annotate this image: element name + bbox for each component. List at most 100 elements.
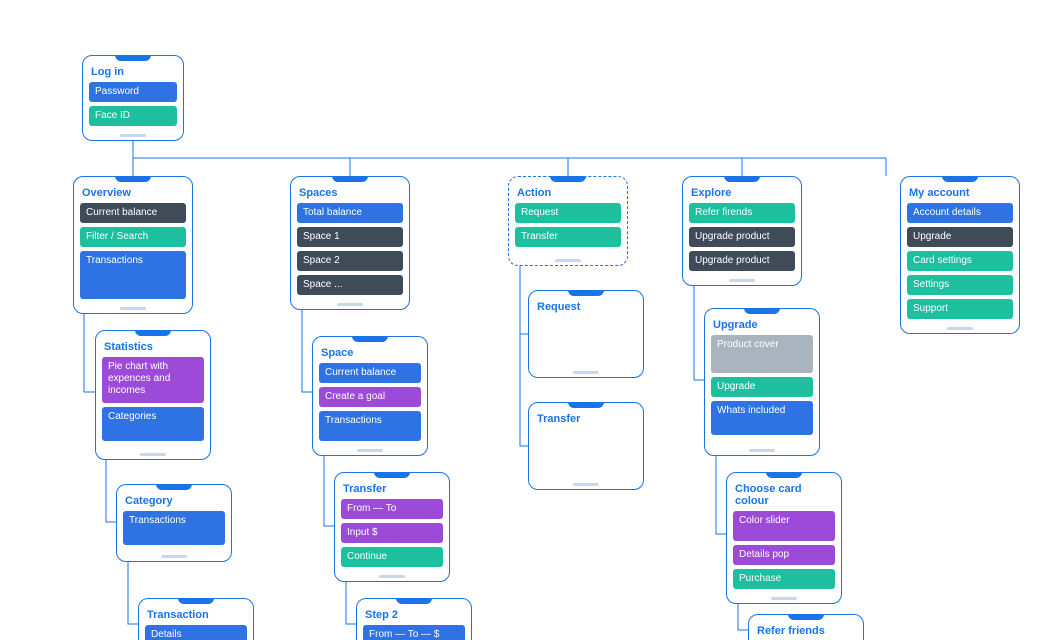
card-row[interactable]: Product cover (711, 335, 813, 373)
card-title: Overview (80, 183, 186, 203)
card-choose-card[interactable]: Choose card colourColor slider Details po… (726, 472, 842, 604)
card-row[interactable]: Continue (341, 547, 443, 567)
card-row[interactable]: Settings (907, 275, 1013, 295)
card-title: Action (515, 183, 621, 203)
card-row[interactable]: Refer firends (689, 203, 795, 223)
home-indicator (379, 575, 405, 578)
card-upgrade[interactable]: UpgradeProduct coverUpgradeWhats include… (704, 308, 820, 456)
card-login[interactable]: Log inPassword Face ID (82, 55, 184, 141)
card-row[interactable]: From — To — $ (363, 625, 465, 640)
device-notch (135, 330, 171, 336)
card-transfer-action[interactable]: Transfer (528, 402, 644, 490)
card-step2[interactable]: Step 2From — To — $ (356, 598, 472, 640)
home-indicator (771, 597, 797, 600)
card-row[interactable]: Upgrade product (689, 251, 795, 271)
card-row[interactable]: Details (145, 625, 247, 640)
card-myaccount[interactable]: My accountAccount details Upgrade Card set… (900, 176, 1020, 334)
card-request[interactable]: Request (528, 290, 644, 378)
card-row[interactable]: Transfer (515, 227, 621, 247)
card-row[interactable]: Create a goal (319, 387, 421, 407)
device-notch (568, 290, 604, 296)
card-row[interactable]: Transactions (123, 511, 225, 545)
card-title: Log in (89, 62, 177, 82)
card-row[interactable]: Total balance (297, 203, 403, 223)
card-space[interactable]: SpaceCurrent balance Create a goal Transac… (312, 336, 428, 456)
device-notch (396, 598, 432, 604)
card-title: Explore (689, 183, 795, 203)
card-title: Step 2 (363, 605, 465, 625)
card-explore[interactable]: ExploreRefer firends Upgrade product Upgra… (682, 176, 802, 286)
card-category[interactable]: CategoryTransactions (116, 484, 232, 562)
card-action[interactable]: ActionRequest Transfer (508, 176, 628, 266)
card-title: Space (319, 343, 421, 363)
card-title: Spaces (297, 183, 403, 203)
home-indicator (749, 449, 775, 452)
device-notch (724, 176, 760, 182)
card-refer-friends[interactable]: Refer friendsInvited / Pending (748, 614, 864, 640)
device-notch (568, 402, 604, 408)
card-title: Transfer (535, 409, 637, 429)
card-row[interactable]: Upgrade (907, 227, 1013, 247)
card-row[interactable]: Upgrade (711, 377, 813, 397)
card-title: Refer friends (755, 621, 857, 640)
card-title: Category (123, 491, 225, 511)
card-row[interactable]: Account details (907, 203, 1013, 223)
sitemap-canvas: Log inPasswordFace IDOverviewCurrent bal… (0, 0, 1062, 640)
card-row[interactable]: Face ID (89, 106, 177, 126)
card-spaces[interactable]: SpacesTotal balance Space 1 Space 2 Space .… (290, 176, 410, 310)
device-notch (115, 55, 151, 61)
card-row[interactable]: Color slider (733, 511, 835, 541)
card-title: Transfer (341, 479, 443, 499)
device-notch (550, 176, 586, 182)
device-notch (178, 598, 214, 604)
card-transfer[interactable]: TransferFrom — To Input $ Continue (334, 472, 450, 582)
card-row[interactable]: Request (515, 203, 621, 223)
card-row[interactable]: Space 2 (297, 251, 403, 271)
card-row[interactable]: Whats included (711, 401, 813, 435)
card-row[interactable]: Pie chart with expences and incomes (102, 357, 204, 403)
home-indicator (729, 279, 755, 282)
home-indicator (120, 134, 146, 137)
device-notch (942, 176, 978, 182)
home-indicator (947, 327, 973, 330)
card-transaction[interactable]: TransactionDetails (138, 598, 254, 640)
card-row[interactable]: Upgrade product (689, 227, 795, 247)
home-indicator (337, 303, 363, 306)
card-row[interactable]: Space 1 (297, 227, 403, 247)
card-row[interactable]: Support (907, 299, 1013, 319)
card-row[interactable]: Transactions (80, 251, 186, 299)
card-title: My account (907, 183, 1013, 203)
device-notch (115, 176, 151, 182)
home-indicator (573, 483, 599, 486)
card-statistics[interactable]: StatisticsPie chart with expences and in… (95, 330, 211, 460)
card-title: Transaction (145, 605, 247, 625)
card-row[interactable]: Input $ (341, 523, 443, 543)
device-notch (156, 484, 192, 490)
card-title: Statistics (102, 337, 204, 357)
device-notch (352, 336, 388, 342)
card-title: Request (535, 297, 637, 317)
card-row[interactable]: Password (89, 82, 177, 102)
home-indicator (120, 307, 146, 310)
card-title: Upgrade (711, 315, 813, 335)
card-title: Choose card colour (733, 479, 835, 511)
device-notch (788, 614, 824, 620)
card-row[interactable]: Details pop (733, 545, 835, 565)
device-notch (744, 308, 780, 314)
card-row[interactable]: Current balance (80, 203, 186, 223)
device-notch (374, 472, 410, 478)
home-indicator (140, 453, 166, 456)
card-row[interactable]: Categories (102, 407, 204, 441)
card-row[interactable]: Filter / Search (80, 227, 186, 247)
card-row[interactable]: Purchase (733, 569, 835, 589)
card-row[interactable]: Space ... (297, 275, 403, 295)
card-row[interactable]: From — To (341, 499, 443, 519)
device-notch (766, 472, 802, 478)
card-row[interactable]: Card settings (907, 251, 1013, 271)
card-row[interactable]: Transactions (319, 411, 421, 441)
home-indicator (573, 371, 599, 374)
home-indicator (357, 449, 383, 452)
card-overview[interactable]: OverviewCurrent balance Filter / Search Tr… (73, 176, 193, 314)
card-row[interactable]: Current balance (319, 363, 421, 383)
device-notch (332, 176, 368, 182)
